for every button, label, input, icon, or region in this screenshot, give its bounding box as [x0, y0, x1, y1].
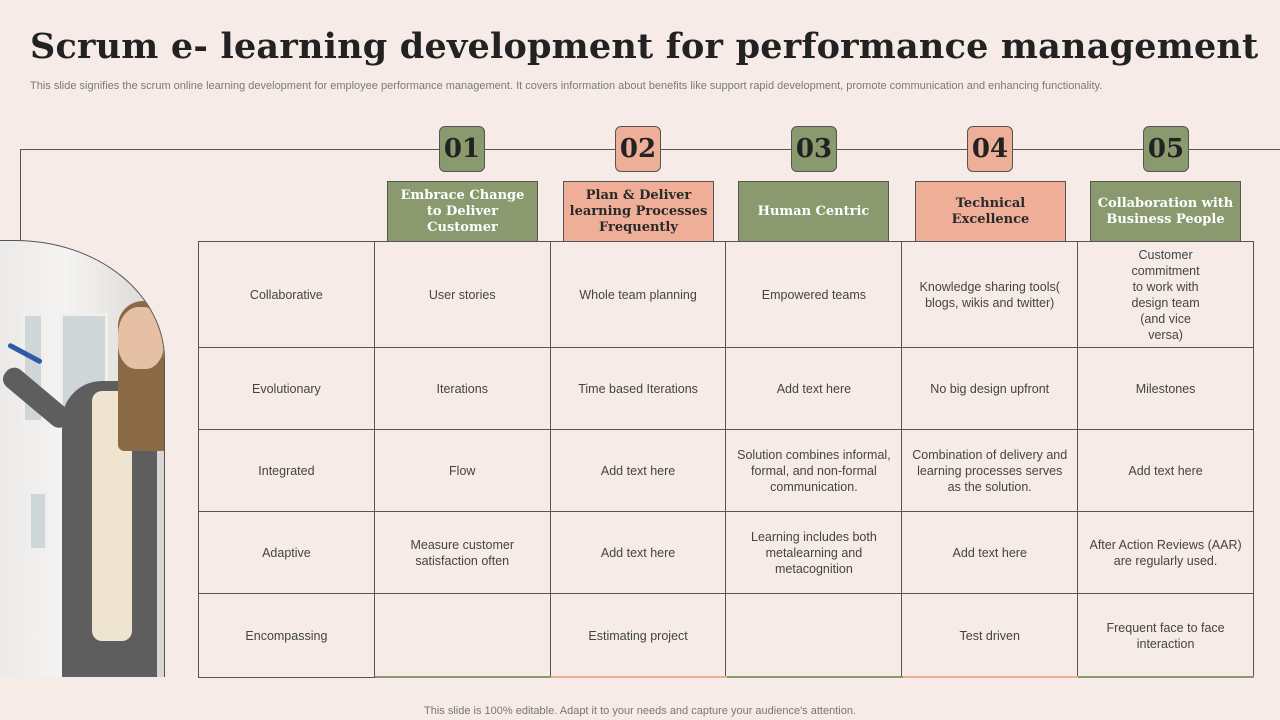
table-cell: Test driven: [901, 593, 1079, 678]
table-row: Encompassing Estimating project Test dri…: [198, 593, 1254, 678]
table-cell: Add text here: [1077, 429, 1254, 512]
table-cell: [725, 593, 903, 678]
table-cell: Add text here: [725, 347, 903, 430]
step-badge-05: 05: [1143, 126, 1189, 172]
column-header-03: Human Centric: [738, 181, 889, 242]
column-header-02: Plan & Deliver learning Processes Freque…: [563, 181, 714, 242]
column-accent-01: [375, 676, 551, 678]
column-accent-05: [1078, 676, 1254, 678]
table-cell: Estimating project: [549, 593, 727, 678]
table-cell: Add text here: [549, 511, 727, 594]
step-badge-04: 04: [967, 126, 1013, 172]
woman-whiteboard-photo: [0, 240, 165, 677]
table-cell: Add text here: [549, 429, 727, 512]
slide-subtitle: This slide signifies the scrum online le…: [30, 80, 1103, 92]
column-accent-02: [551, 676, 727, 678]
table-cell: User stories: [373, 241, 551, 348]
table-row: Collaborative User stories Whole team pl…: [198, 241, 1254, 348]
column-accent-03: [727, 676, 903, 678]
column-accent-04: [903, 676, 1079, 678]
step-badge-02: 02: [615, 126, 661, 172]
table-cell: Frequent face to face interaction: [1077, 593, 1254, 678]
table-cell: Learning includes both metalearning and …: [725, 511, 903, 594]
table-row: Adaptive Measure customer satisfaction o…: [198, 511, 1254, 594]
table-cell: Combination of delivery and learning pro…: [901, 429, 1079, 512]
row-label: Collaborative: [198, 241, 375, 348]
slide-title: Scrum e- learning development for perfor…: [30, 26, 1259, 67]
table-cell: Solution combines informal, formal, and …: [725, 429, 903, 512]
slide-footer: This slide is 100% editable. Adapt it to…: [424, 705, 856, 717]
table-cell: Iterations: [373, 347, 551, 430]
row-label: Encompassing: [198, 593, 375, 678]
table-cell: Measure customer satisfaction often: [373, 511, 551, 594]
table-cell: [373, 593, 551, 678]
table-cell: After Action Reviews (AAR) are regularly…: [1077, 511, 1254, 594]
table-cell: No big design upfront: [901, 347, 1079, 430]
row-label: Evolutionary: [198, 347, 375, 430]
column-header-04: Technical Excellence: [915, 181, 1066, 242]
table-row: Integrated Flow Add text here Solution c…: [198, 429, 1254, 512]
table-row: Evolutionary Iterations Time based Itera…: [198, 347, 1254, 430]
column-header-01: Embrace Change to Deliver Customer: [387, 181, 538, 242]
step-badge-01: 01: [439, 126, 485, 172]
table-cell: Milestones: [1077, 347, 1254, 430]
step-badge-03: 03: [791, 126, 837, 172]
table-cell: Empowered teams: [725, 241, 903, 348]
table-cell: Time based Iterations: [549, 347, 727, 430]
table-cell: Flow: [373, 429, 551, 512]
connector-line-vertical: [20, 149, 21, 241]
table-cell: Whole team planning: [549, 241, 727, 348]
scrum-matrix-table: Collaborative User stories Whole team pl…: [198, 241, 1254, 678]
table-cell: Knowledge sharing tools( blogs, wikis an…: [901, 241, 1079, 348]
table-cell: Customer commitment to work with design …: [1077, 241, 1254, 348]
column-header-05: Collaboration with Business People: [1090, 181, 1241, 242]
row-label: Integrated: [198, 429, 375, 512]
row-label: Adaptive: [198, 511, 375, 594]
table-cell: Add text here: [901, 511, 1079, 594]
